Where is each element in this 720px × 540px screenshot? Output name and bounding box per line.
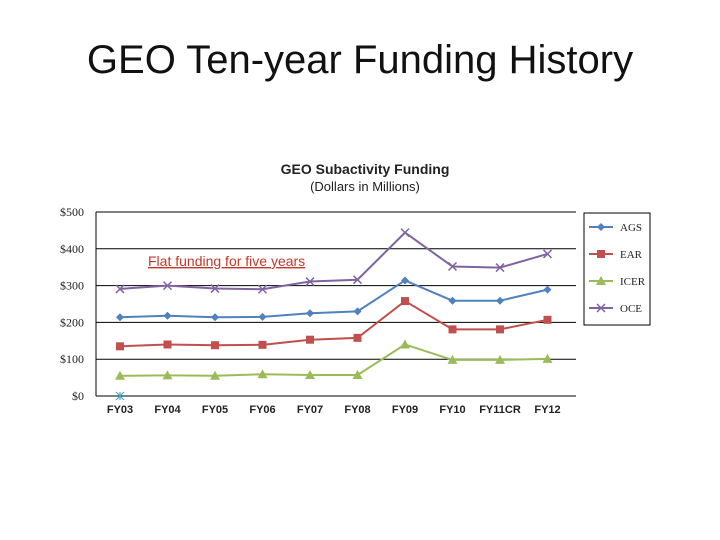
data-point-oce <box>542 249 553 259</box>
data-point-oce <box>447 261 458 271</box>
data-point-ags <box>306 309 314 318</box>
y-tick-label: $500 <box>60 205 84 219</box>
y-tick-label: $200 <box>60 315 84 329</box>
data-point-ags <box>258 312 267 321</box>
x-tick-label: FY03 <box>107 404 133 416</box>
gridlines <box>95 211 576 397</box>
data-point-icer <box>305 370 315 380</box>
x-tick-label: FY09 <box>392 404 418 416</box>
legend: AGS EAR ICER OCE <box>583 212 651 326</box>
flat-funding-annotation: Flat funding for five years <box>148 253 305 269</box>
data-point-ear <box>353 333 362 342</box>
y-tick-label: $100 <box>60 352 84 366</box>
legend-label: ICER <box>620 276 646 288</box>
series-lines <box>115 228 553 401</box>
data-point-ear <box>163 340 172 349</box>
data-point-icer <box>400 339 410 349</box>
data-point-ear <box>401 297 409 306</box>
x-tick-label: FY10 <box>439 404 465 416</box>
data-point-ags <box>116 313 124 322</box>
slide-title: GEO Ten-year Funding History <box>86 38 634 82</box>
data-point-ear <box>543 315 552 324</box>
data-point-icer <box>115 370 125 380</box>
data-point-oce <box>257 284 268 294</box>
legend-marker <box>597 250 605 258</box>
data-point-ear <box>306 335 314 344</box>
x-tick-label: FY08 <box>344 404 370 416</box>
y-tick-label: $0 <box>72 389 84 403</box>
y-tick-label: $300 <box>60 279 84 293</box>
data-point-icer <box>257 369 268 379</box>
data-point-oce <box>210 284 220 294</box>
data-point-ags <box>496 296 504 305</box>
data-point-ags <box>448 296 457 305</box>
data-point-oce <box>115 284 125 294</box>
legend-label: AGS <box>620 222 642 234</box>
series-line-ags <box>119 279 548 319</box>
chart-subtitle: (Dollars in Millions) <box>310 179 420 194</box>
series-line-ear <box>119 299 548 348</box>
x-tick-label: FY11CR <box>479 404 521 416</box>
data-point-ags <box>543 285 552 294</box>
legend-label: OCE <box>620 303 642 315</box>
legend-marker <box>596 303 606 313</box>
data-point-ags <box>401 276 409 285</box>
data-point-oce <box>305 277 315 287</box>
x-tick-label: FY04 <box>154 404 181 416</box>
data-point-icer <box>447 354 458 364</box>
legend-label: EAR <box>620 249 643 261</box>
data-point-ags <box>353 307 362 316</box>
x-axis-ticks: FY03 FY04 FY05 FY06 FY07 FY08 FY09 FY10 FY11CR FY… <box>107 404 561 416</box>
series-line-icer <box>119 343 548 377</box>
data-point-ear <box>258 340 267 349</box>
x-tick-label: FY07 <box>297 404 323 416</box>
data-point-ags <box>211 313 219 322</box>
data-point-icer <box>495 354 505 364</box>
chart-title: GEO Subactivity Funding <box>281 161 450 177</box>
data-point-oce <box>162 281 173 291</box>
data-point-icer <box>542 353 553 363</box>
legend-marker <box>596 276 606 285</box>
data-point-icer <box>352 370 363 380</box>
series-line-oce <box>119 231 548 291</box>
data-point-icer <box>162 370 173 380</box>
data-point-extra <box>115 391 125 401</box>
data-point-oce <box>352 275 363 285</box>
data-point-ear <box>448 325 457 334</box>
data-point-oce <box>400 228 410 238</box>
x-tick-label: FY06 <box>249 404 275 416</box>
data-point-ear <box>116 342 124 351</box>
legend-marker <box>597 223 605 231</box>
data-point-oce <box>495 263 505 273</box>
x-tick-label: FY12 <box>534 404 560 416</box>
y-tick-label: $400 <box>60 242 84 256</box>
x-tick-label: FY05 <box>202 404 228 416</box>
data-point-icer <box>210 370 220 380</box>
legend-box <box>583 212 651 326</box>
y-axis-ticks: $0 $100 $200 $300 $400 $500 <box>60 205 84 403</box>
data-point-ear <box>496 325 504 334</box>
data-point-ear <box>211 341 219 350</box>
data-point-ags <box>163 311 172 320</box>
